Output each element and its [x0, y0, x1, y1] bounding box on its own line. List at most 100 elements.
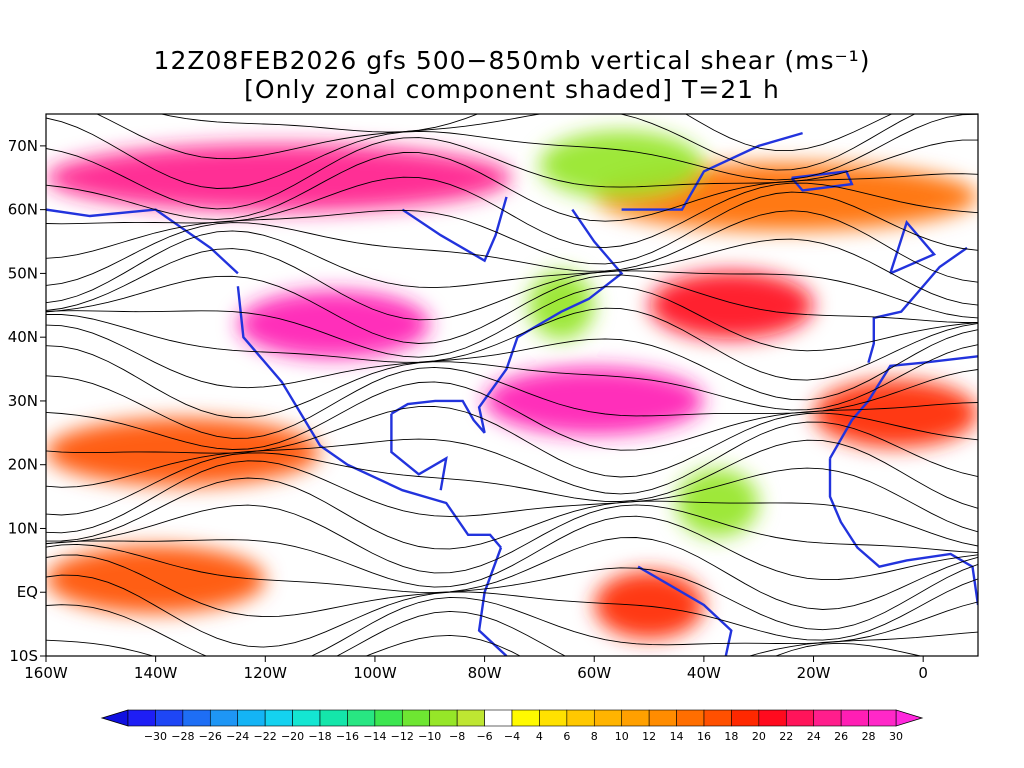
streamline — [46, 114, 978, 189]
colorbar-label: 8 — [591, 730, 598, 743]
shear-band — [237, 290, 430, 359]
colorbar-swatch — [676, 709, 705, 727]
x-axis: 160W 140W 120W 100W 80W 60W 40W 20W 0 — [24, 656, 928, 682]
x-tick-label: 160W — [24, 664, 68, 682]
coastline — [46, 208, 239, 275]
colorbar-swatch — [237, 709, 266, 727]
colorbar-swatch — [703, 709, 732, 727]
x-tick-label: 100W — [353, 664, 397, 682]
colorbar-swatch — [621, 709, 650, 727]
x-tick-label: 140W — [134, 664, 178, 682]
colorbar-label: −14 — [363, 730, 386, 743]
streamline — [365, 634, 923, 656]
x-tick-label: 0 — [918, 664, 928, 682]
colorbar-label: 16 — [697, 730, 711, 743]
colorbar-label: −18 — [308, 730, 331, 743]
x-tick-label: 20W — [797, 664, 831, 682]
colorbar-label: −12 — [391, 730, 414, 743]
x-tick-label: 40W — [687, 664, 721, 682]
shear-band — [594, 570, 704, 639]
streamline — [46, 515, 978, 588]
coastline — [828, 355, 978, 459]
colorbar-swatch — [840, 709, 869, 727]
colorbar-label: −10 — [418, 730, 441, 743]
x-tick-label: 60W — [577, 664, 611, 682]
colorbar-label: 14 — [670, 730, 684, 743]
streamline — [46, 307, 978, 381]
colorbar-label: −30 — [144, 730, 167, 743]
colorbar-swatch — [813, 709, 842, 727]
colorbar-label: −8 — [449, 730, 465, 743]
y-tick-label: 40N — [8, 328, 38, 346]
colorbar-swatch — [593, 709, 623, 727]
streamline — [46, 477, 978, 550]
streamline — [46, 274, 978, 344]
chart-title: 12Z08FEB2026 gfs 500−850mb vertical shea… — [153, 46, 871, 75]
shear-band — [539, 131, 704, 200]
streamlines — [46, 114, 978, 656]
coastline — [828, 458, 978, 606]
colorbar-swatch — [785, 709, 815, 727]
colorbar-label: −4 — [504, 730, 520, 743]
colorbar-swatch — [209, 709, 239, 727]
streamline — [46, 210, 978, 286]
streamline — [46, 460, 978, 534]
y-axis: 70N 60N 50N 40N 30N 20N 10N EQ 10S — [8, 137, 46, 665]
colorbar-label: −22 — [254, 730, 277, 743]
colorbar-swatch — [648, 709, 677, 727]
colorbar-swatch — [758, 709, 787, 727]
streamline — [46, 439, 978, 516]
streamline — [46, 554, 978, 631]
coastline — [390, 413, 448, 491]
coastlines — [46, 131, 978, 656]
plot-area — [46, 114, 978, 656]
y-tick-label: EQ — [17, 583, 38, 601]
x-tick-label: 120W — [244, 664, 288, 682]
colorbar-swatch — [182, 709, 211, 727]
shear-band — [46, 417, 321, 486]
colorbar-under-arrow — [100, 709, 129, 727]
shear-band — [484, 366, 704, 435]
y-tick-label: 30N — [8, 392, 38, 410]
colorbar-swatch — [347, 709, 376, 727]
plot-frame — [45, 113, 979, 657]
streamline — [96, 114, 916, 171]
colorbar-label: 12 — [642, 730, 656, 743]
colorbar-label: 18 — [724, 730, 738, 743]
colorbar-swatch — [484, 709, 513, 727]
streamline — [46, 230, 978, 306]
colorbar-swatch — [155, 709, 184, 727]
colorbar-over-arrow — [895, 709, 924, 727]
shear-band — [528, 271, 595, 340]
colorbar-swatch — [456, 709, 485, 727]
colorbar-swatch — [511, 709, 540, 727]
colorbar-label: 4 — [536, 730, 543, 743]
streamline — [46, 537, 978, 610]
coastline — [390, 208, 624, 434]
streamline — [46, 324, 978, 401]
y-tick-label: 20N — [8, 456, 38, 474]
shear-band — [813, 379, 978, 448]
y-tick-label: 70N — [8, 137, 38, 155]
colorbar-label: 10 — [615, 730, 629, 743]
streamline — [46, 248, 978, 321]
streamline — [46, 574, 978, 648]
streamline — [46, 405, 978, 478]
colorbar-label: 24 — [807, 730, 821, 743]
colorbar-swatch — [731, 709, 760, 727]
streamline — [46, 176, 978, 249]
y-tick-label: 10N — [8, 519, 38, 537]
colorbar-label: 26 — [834, 730, 848, 743]
colorbar-label: −28 — [171, 730, 194, 743]
coastline — [236, 286, 502, 549]
streamline — [46, 137, 978, 210]
colorbar-label: −20 — [281, 730, 304, 743]
streamline — [46, 152, 978, 222]
colorbar-swatch — [319, 709, 348, 727]
x-tick-label: 80W — [468, 664, 502, 682]
streamline — [159, 114, 893, 152]
coastline — [889, 219, 937, 275]
colorbar-label: 22 — [779, 730, 793, 743]
coastline — [867, 246, 968, 364]
